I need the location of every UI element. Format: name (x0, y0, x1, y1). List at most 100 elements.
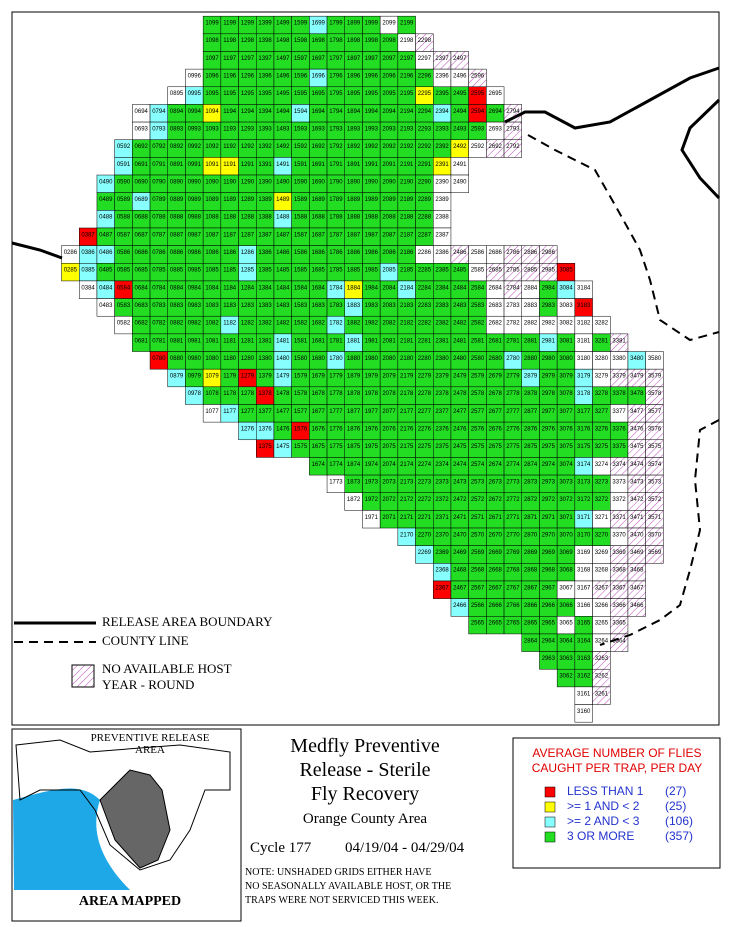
county-outline (15, 739, 231, 871)
cell-label: 1292 (241, 144, 255, 150)
cell-label: 0687 (135, 232, 149, 238)
cell-label: 2579 (471, 374, 485, 380)
cell-label: 2584 (471, 285, 485, 291)
legend-title: CAUGHT PER TRAP, PER DAY (532, 761, 703, 775)
cell-label: 2671 (489, 515, 503, 521)
cell-label: 3366 (612, 603, 626, 609)
cell-label: 1291 (241, 162, 255, 168)
cell-label: 3268 (595, 568, 609, 574)
cell-label: 0780 (152, 356, 166, 362)
cell-label: 3076 (559, 427, 573, 433)
cell-label: 2778 (506, 391, 520, 397)
cell-label: 2483 (453, 303, 467, 309)
cell-label: 0783 (152, 303, 166, 309)
cell-label: 0784 (152, 285, 166, 291)
cell-label: 0983 (188, 303, 202, 309)
cell-label: 3280 (595, 356, 609, 362)
cell-label: 2972 (542, 497, 556, 503)
cell-label: 1385 (258, 268, 272, 274)
cell-label: 1985 (365, 268, 379, 274)
cell-label: 1082 (205, 321, 219, 327)
cell-label: 2974 (542, 462, 556, 468)
cell-label: 2672 (489, 497, 503, 503)
cell-label: 2396 (435, 74, 449, 80)
cell-label: 1297 (241, 56, 255, 62)
title: Fly Recovery (311, 783, 419, 805)
note: NO SEASONALLY AVAILABLE HOST, OR THE (245, 881, 451, 892)
cell-label: 0978 (188, 391, 202, 397)
cell-label: 2673 (489, 479, 503, 485)
cell-label: 1684 (312, 285, 326, 291)
cell-label: 2083 (382, 303, 396, 309)
cell-label: 1093 (205, 126, 219, 132)
cell-label: 1085 (205, 268, 219, 274)
legend-label: LESS THAN 1 (567, 784, 644, 798)
cell-label: 3266 (595, 603, 609, 609)
cell-label: 1879 (347, 374, 361, 380)
cell-label: 1699 (312, 21, 326, 27)
title: Release - Sterile (299, 759, 430, 781)
cell-label: 3278 (595, 391, 609, 397)
cell-label: 1696 (312, 74, 326, 80)
cell-label: 2394 (435, 109, 449, 115)
cell-label: 1889 (347, 197, 361, 203)
legend-label: 3 OR MORE (567, 829, 634, 843)
cell-label: 2675 (489, 444, 503, 450)
cell-label: 1479 (276, 374, 290, 380)
cell-label: 2387 (435, 232, 449, 238)
cell-label: 2775 (506, 444, 520, 450)
cell-label: 1381 (258, 338, 272, 344)
cell-label: 1972 (365, 497, 379, 503)
cell-label: 1895 (347, 91, 361, 97)
cell-label: 0992 (188, 144, 202, 150)
cell-label: 0996 (188, 74, 202, 80)
cell-label: 2281 (418, 338, 432, 344)
cell-label: 1098 (205, 38, 219, 44)
dates: 04/19/04 - 04/29/04 (345, 840, 465, 856)
cell-label: 2980 (542, 356, 556, 362)
cell-label: 2088 (382, 215, 396, 221)
cell-label: 3181 (577, 338, 591, 344)
cell-label: 3573 (648, 479, 662, 485)
cell-label: 0786 (152, 250, 166, 256)
cell-label: 1887 (347, 232, 361, 238)
cell-label: 2277 (418, 409, 432, 415)
cell-label: 0888 (170, 215, 184, 221)
cell-label: 2295 (418, 91, 432, 97)
inset-title: AREA (135, 744, 165, 756)
cell-label: 2970 (542, 532, 556, 538)
cell-label: 2298 (418, 38, 432, 44)
cell-label: 2095 (382, 91, 396, 97)
cell-label: 2195 (400, 91, 414, 97)
cell-label: 0286 (64, 250, 78, 256)
cell-label: 0879 (170, 374, 184, 380)
cell-label: 1179 (223, 374, 237, 380)
cell-label: 2472 (453, 497, 467, 503)
cell-label: 2978 (542, 391, 556, 397)
cell-label: 3267 (595, 585, 609, 591)
cell-label: 1987 (365, 232, 379, 238)
cell-label: 2497 (453, 56, 467, 62)
cell-label: 2596 (471, 74, 485, 80)
cell-label: 2089 (382, 197, 396, 203)
cell-label: 0984 (188, 285, 202, 291)
cell-label: 1971 (365, 515, 379, 521)
cell-label: 1099 (205, 21, 219, 27)
cell-label: 3466 (630, 603, 644, 609)
cell-label: 2586 (471, 250, 485, 256)
cell-label: 1683 (312, 303, 326, 309)
cell-label: 2683 (489, 303, 503, 309)
cell-label: 3183 (577, 303, 591, 309)
cell-label: 2291 (418, 162, 432, 168)
cell-label: 2173 (400, 479, 414, 485)
cell-label: 2280 (418, 356, 432, 362)
cell-label: 1892 (347, 144, 361, 150)
cell-label: 1592 (294, 144, 308, 150)
cell-label: 2493 (453, 126, 467, 132)
cell-label: 2777 (506, 409, 520, 415)
cell-label: 1788 (329, 215, 343, 221)
cell-label: 2786 (506, 250, 520, 256)
cell-label: 3376 (612, 427, 626, 433)
cell-label: 1092 (205, 144, 219, 150)
cell-label: 0485 (99, 268, 113, 274)
